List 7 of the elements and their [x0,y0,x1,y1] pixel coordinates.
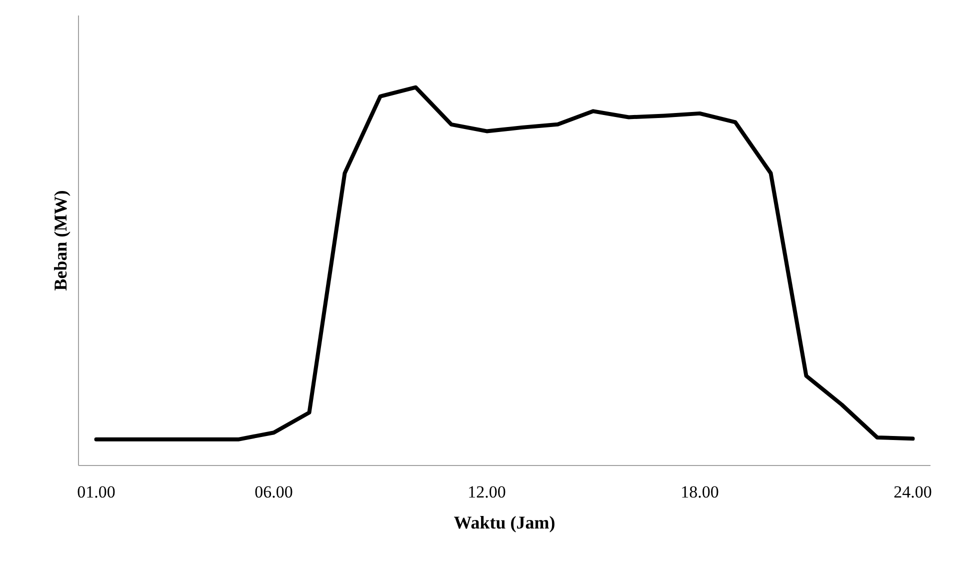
x-tick-label: 06.00 [254,482,293,502]
x-tick-label: 12.00 [468,482,506,502]
x-axis-title: Waktu (Jam) [454,512,556,532]
y-axis-title: Beban (MW) [50,190,70,291]
x-tick-label: 01.00 [77,482,116,502]
x-tick-label: 18.00 [680,482,719,502]
x-tick-label: 24.00 [894,482,932,502]
